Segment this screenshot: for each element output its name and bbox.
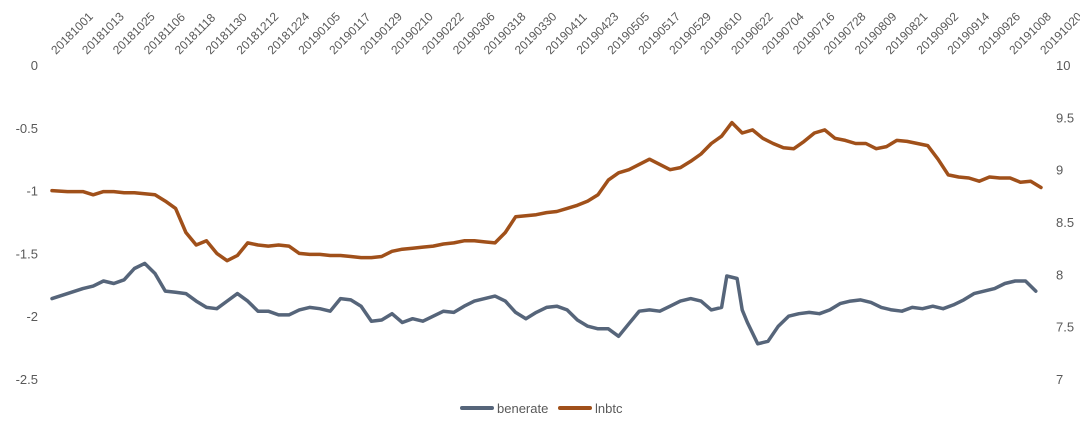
legend: benerate lnbtc: [460, 401, 623, 416]
right-y-tick-label: 9: [1056, 163, 1063, 178]
right-y-tick-label: 8: [1056, 267, 1063, 282]
series-line-benerate: [50, 261, 1038, 346]
x-axis-tick-labels: 2018100120181013201810252018110620181118…: [48, 9, 1080, 57]
left-y-tick-label: -2.5: [16, 372, 38, 387]
left-y-tick-label: 0: [31, 58, 38, 73]
series-lines: [50, 120, 1043, 346]
left-y-tick-label: -1: [26, 184, 38, 199]
left-y-tick-label: -0.5: [16, 121, 38, 136]
left-y-tick-label: -1.5: [16, 246, 38, 261]
right-y-tick-label: 10: [1056, 58, 1070, 73]
series-line-lnbtc: [50, 120, 1043, 263]
right-y-tick-label: 9.5: [1056, 110, 1074, 125]
right-y-tick-label: 7.5: [1056, 320, 1074, 335]
left-y-axis-tick-labels: 0 -0.5 -1 -1.5 -2 -2.5: [16, 58, 38, 387]
right-y-tick-label: 7: [1056, 372, 1063, 387]
right-y-tick-label: 8.5: [1056, 215, 1074, 230]
left-y-tick-label: -2: [26, 309, 38, 324]
right-y-axis-tick-labels: 10 9.5 9 8.5 8 7.5 7: [1056, 58, 1074, 387]
legend-label-lnbtc: lnbtc: [595, 401, 623, 416]
legend-label-benerate: benerate: [497, 401, 548, 416]
